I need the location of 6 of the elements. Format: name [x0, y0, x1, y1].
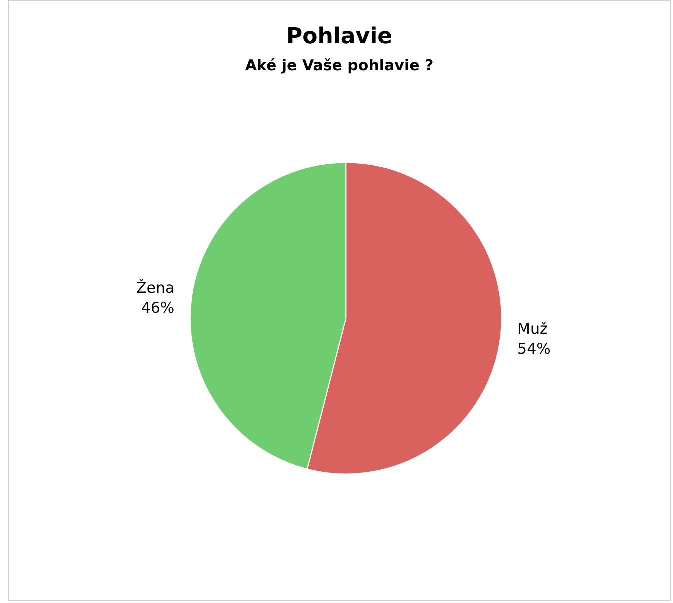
- chart-subtitle: Aké je Vaše pohlavie ?: [245, 56, 434, 74]
- slice-label: Žena: [136, 278, 175, 297]
- chart-title: Pohlavie: [286, 24, 393, 50]
- data-label: 46%: [141, 298, 175, 317]
- data-label: 54%: [518, 340, 551, 358]
- slice-label: Muž: [518, 320, 548, 338]
